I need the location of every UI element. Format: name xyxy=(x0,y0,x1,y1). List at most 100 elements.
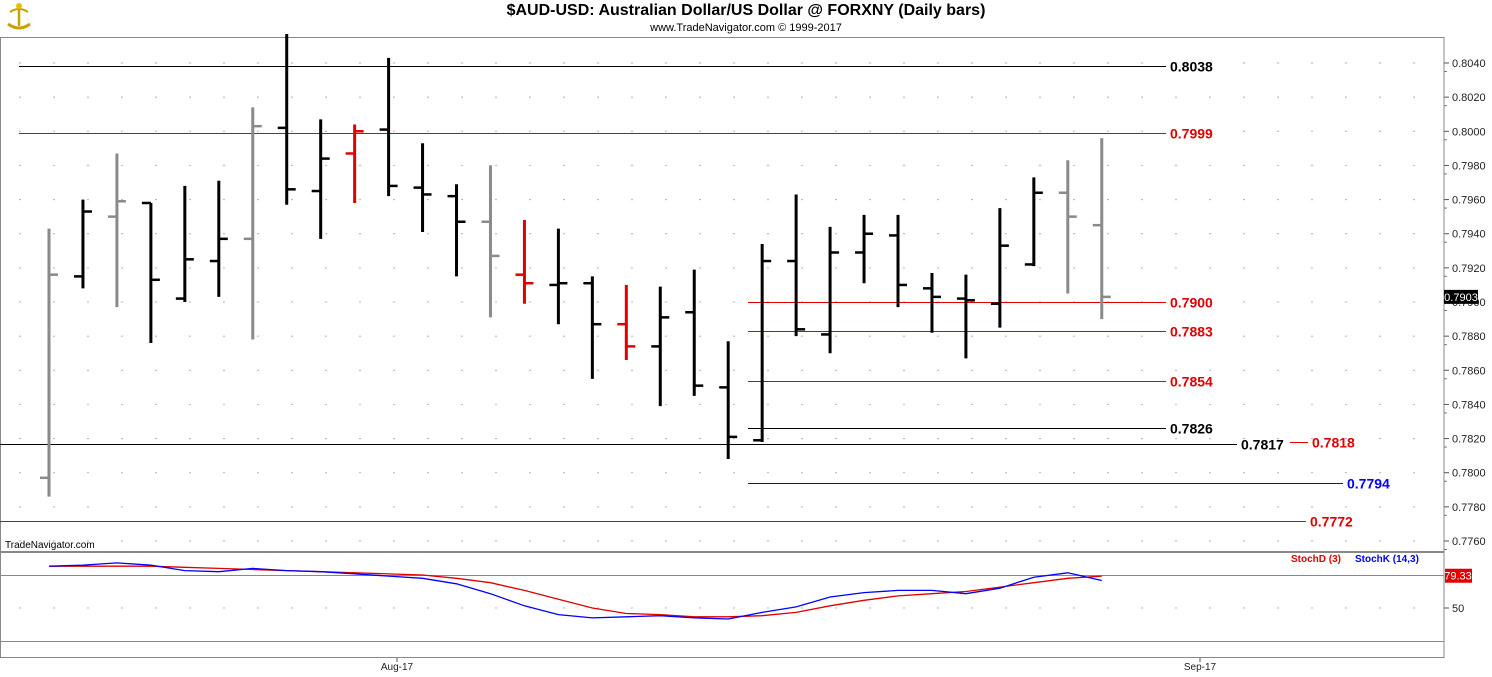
grid-dot xyxy=(1005,335,1007,337)
grid-dot xyxy=(1379,437,1381,440)
grid-dot xyxy=(1243,130,1245,132)
grid-dot xyxy=(529,472,531,474)
grid-dot xyxy=(835,130,837,132)
grid-dot xyxy=(1413,369,1415,371)
grid-dot xyxy=(733,540,735,542)
grid-dot xyxy=(155,506,157,508)
grid-dot xyxy=(393,506,395,508)
grid-dot xyxy=(121,233,123,235)
grid-dot xyxy=(427,233,429,235)
grid-dot xyxy=(1243,164,1245,167)
grid-dot xyxy=(801,369,803,371)
grid-dot xyxy=(393,540,395,542)
grid-dot xyxy=(903,437,905,440)
grid-dot xyxy=(563,369,565,371)
grid-dot xyxy=(767,506,769,508)
grid-dot xyxy=(1413,301,1415,303)
grid-dot xyxy=(1345,96,1347,98)
grid-dot xyxy=(53,506,55,508)
grid-dot xyxy=(495,403,497,406)
grid-dot xyxy=(1243,301,1245,303)
grid-dot xyxy=(835,233,837,235)
grid-dot xyxy=(1175,540,1177,542)
y-tick-label: 0.8040 xyxy=(1452,58,1486,70)
grid-dot xyxy=(1413,267,1415,269)
stoch-grid-dot xyxy=(1413,607,1415,609)
grid-dot xyxy=(19,506,21,508)
grid-dot xyxy=(869,335,871,337)
level-label: 0.7794 xyxy=(1347,476,1390,492)
grid-dot xyxy=(1311,369,1313,371)
level-label: 0.7999 xyxy=(1170,126,1213,142)
grid-dot xyxy=(597,233,599,235)
grid-dot xyxy=(155,267,157,269)
grid-dot xyxy=(1073,164,1075,167)
grid-dot xyxy=(937,233,939,235)
grid-dot xyxy=(631,472,633,474)
price-plot-frame xyxy=(0,37,1445,552)
stoch-grid-dot xyxy=(1141,607,1143,609)
y-tick-label: 0.7840 xyxy=(1452,399,1486,411)
grid-dot xyxy=(495,472,497,474)
grid-dot xyxy=(971,96,973,98)
grid-dot xyxy=(495,233,497,235)
grid-dot xyxy=(1005,506,1007,508)
grid-dot xyxy=(665,233,667,235)
grid-dot xyxy=(869,403,871,406)
stoch-grid-dot xyxy=(767,607,769,609)
grid-dot xyxy=(257,369,259,371)
grid-dot xyxy=(393,403,395,406)
grid-dot xyxy=(733,164,735,167)
price-axis: 0.8040 0.8020 0.8000 0.7980 0.7960 0.7940 0.79… xyxy=(0,37,1486,673)
grid-dot xyxy=(699,369,701,371)
grid-dot xyxy=(1107,164,1109,167)
grid-dot xyxy=(631,403,633,406)
grid-dot xyxy=(189,335,191,337)
grid-dot xyxy=(1141,437,1143,440)
watermark: TradeNavigator.com xyxy=(5,540,95,551)
grid-dot xyxy=(19,540,21,542)
chart-title: $AUD-USD: Australian Dollar/US Dollar @ … xyxy=(506,2,986,19)
grid-dot xyxy=(699,335,701,337)
grid-dot xyxy=(1175,403,1177,406)
grid-dot xyxy=(189,506,191,508)
grid-dot xyxy=(461,96,463,98)
level-label: 0.7854 xyxy=(1170,374,1213,390)
grid-dot xyxy=(189,472,191,474)
grid-dot xyxy=(903,506,905,508)
grid-dot xyxy=(801,96,803,98)
stoch-grid-dot xyxy=(223,607,225,609)
grid-dot xyxy=(495,62,497,64)
stoch-grid-dot xyxy=(1311,607,1313,609)
grid-dot xyxy=(1277,233,1279,235)
grid-dot xyxy=(223,403,225,406)
grid-dot xyxy=(359,437,361,440)
grid-dot xyxy=(257,472,259,474)
grid-dot xyxy=(1209,267,1211,269)
grid-dot xyxy=(495,164,497,167)
grid-dot xyxy=(835,267,837,269)
grid-dot xyxy=(801,472,803,474)
grid-dot xyxy=(937,164,939,167)
grid-dot xyxy=(1345,62,1347,64)
grid-dot xyxy=(1175,472,1177,474)
grid-dot xyxy=(529,335,531,337)
grid-dot xyxy=(121,437,123,440)
dotted-grid xyxy=(19,62,1415,609)
grid-dot xyxy=(563,233,565,235)
grid-dot xyxy=(1379,335,1381,337)
grid-dot xyxy=(631,335,633,337)
stoch-grid-dot xyxy=(359,607,361,609)
grid-dot xyxy=(257,506,259,508)
grid-dot xyxy=(937,369,939,371)
stochastic-panel: 50 79.33 xyxy=(0,562,1472,642)
grid-dot xyxy=(1209,301,1211,303)
grid-dot xyxy=(1209,62,1211,64)
grid-dot xyxy=(1005,62,1007,64)
grid-dot xyxy=(427,540,429,542)
stoch-grid-dot xyxy=(121,607,123,609)
grid-dot xyxy=(699,164,701,167)
grid-dot xyxy=(1107,437,1109,440)
grid-dot xyxy=(937,267,939,269)
grid-dot xyxy=(155,472,157,474)
